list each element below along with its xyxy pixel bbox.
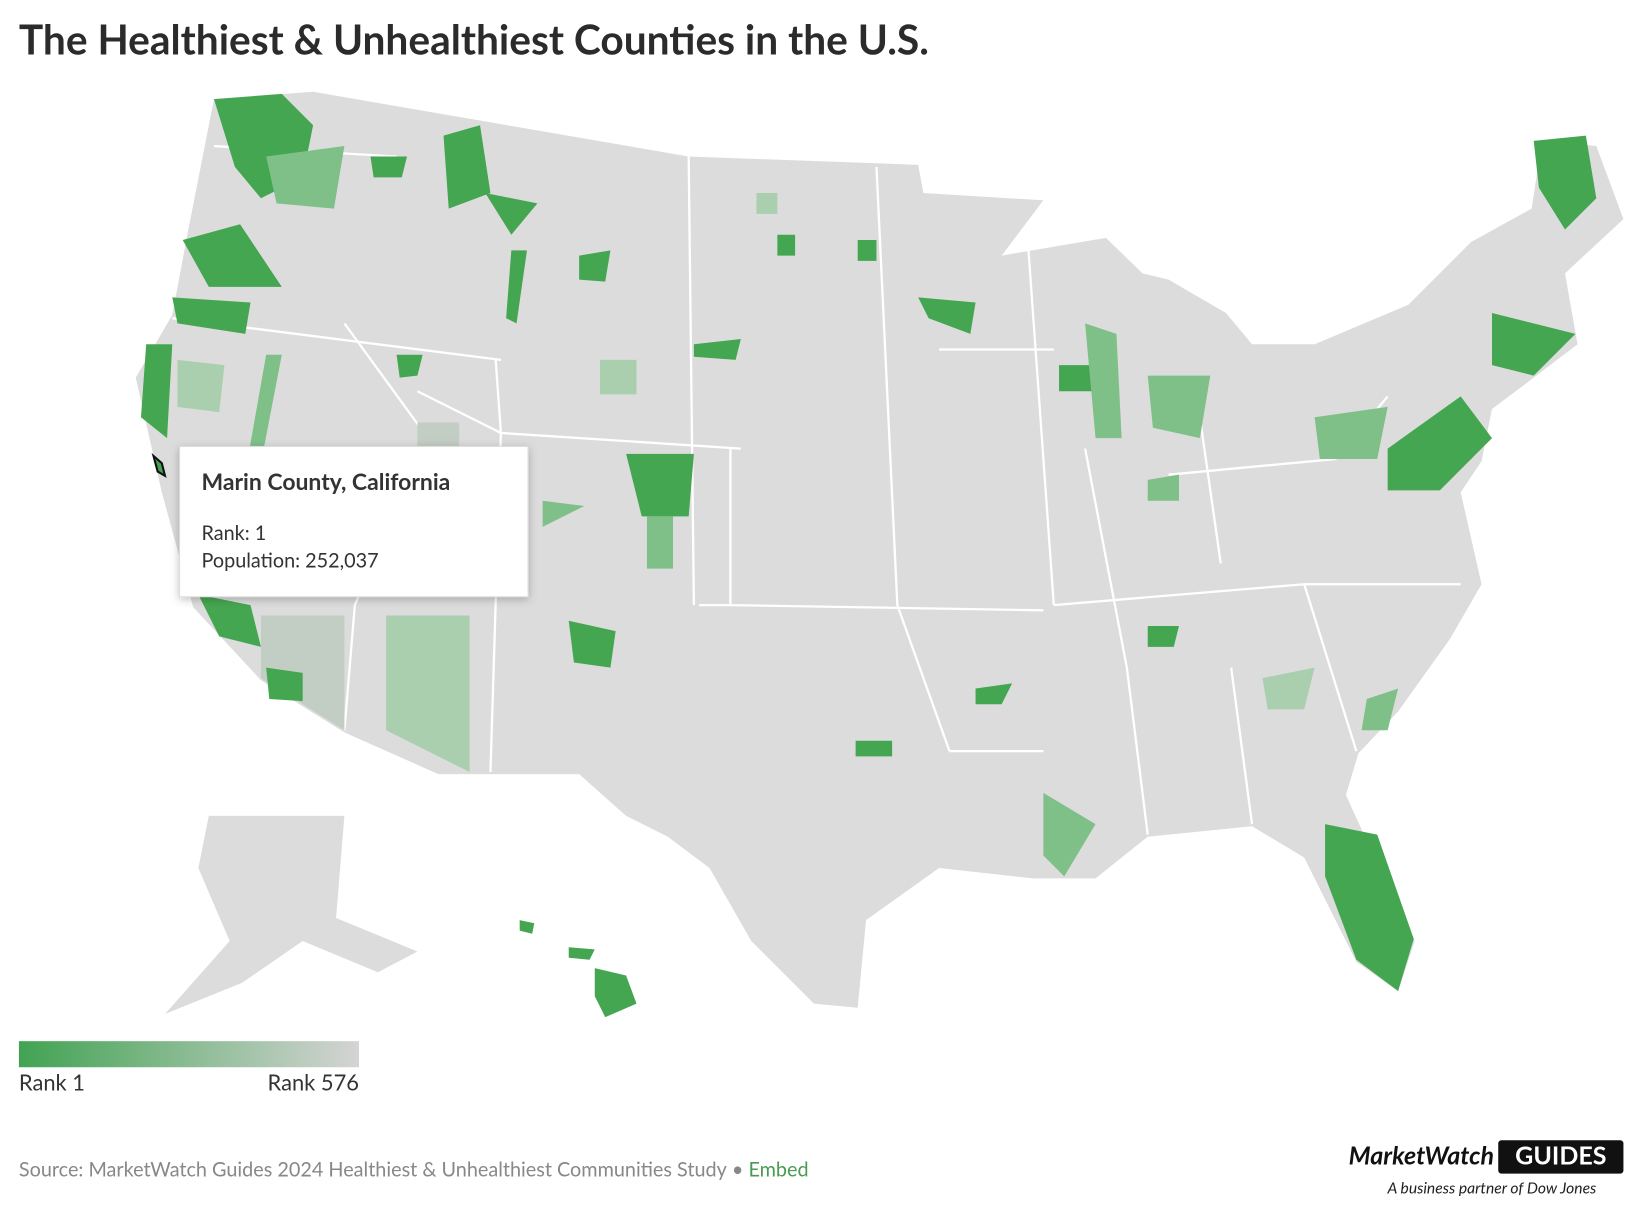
logo-tagline: A business partner of Dow Jones: [1387, 1179, 1597, 1197]
footer: Source: MarketWatch Guides 2024 Healthie…: [19, 1140, 1624, 1197]
tooltip-line: Population: 252,037: [201, 548, 378, 572]
legend-min-label: Rank 1: [19, 1069, 85, 1096]
logo-product: GUIDES: [1515, 1140, 1606, 1170]
legend-gradient: [18, 1041, 360, 1068]
healthy-counties: [140, 93, 1597, 1018]
logo-box: [1498, 1140, 1624, 1174]
tooltip: Marin County, California Rank: 1 Populat…: [179, 445, 529, 598]
title: The Healthiest & Unhealthiest Counties i…: [19, 14, 929, 63]
tooltip-line: Rank: 1: [201, 521, 266, 545]
tooltip-box: [179, 445, 529, 598]
legend-max-label: Rank 576: [268, 1069, 359, 1096]
source: Source: MarketWatch Guides 2024 Healthie…: [19, 1158, 809, 1182]
logo-brand: MarketWatch: [1349, 1140, 1494, 1170]
tooltip-title: Marin County, California: [201, 467, 450, 495]
legend: Rank 1 Rank 576: [18, 1041, 360, 1096]
source-text: Source: MarketWatch Guides 2024 Healthie…: [19, 1158, 728, 1182]
selected-county[interactable]: [151, 452, 167, 478]
embed-link[interactable]: Embed: [748, 1158, 808, 1182]
us-map: [135, 91, 1624, 1018]
